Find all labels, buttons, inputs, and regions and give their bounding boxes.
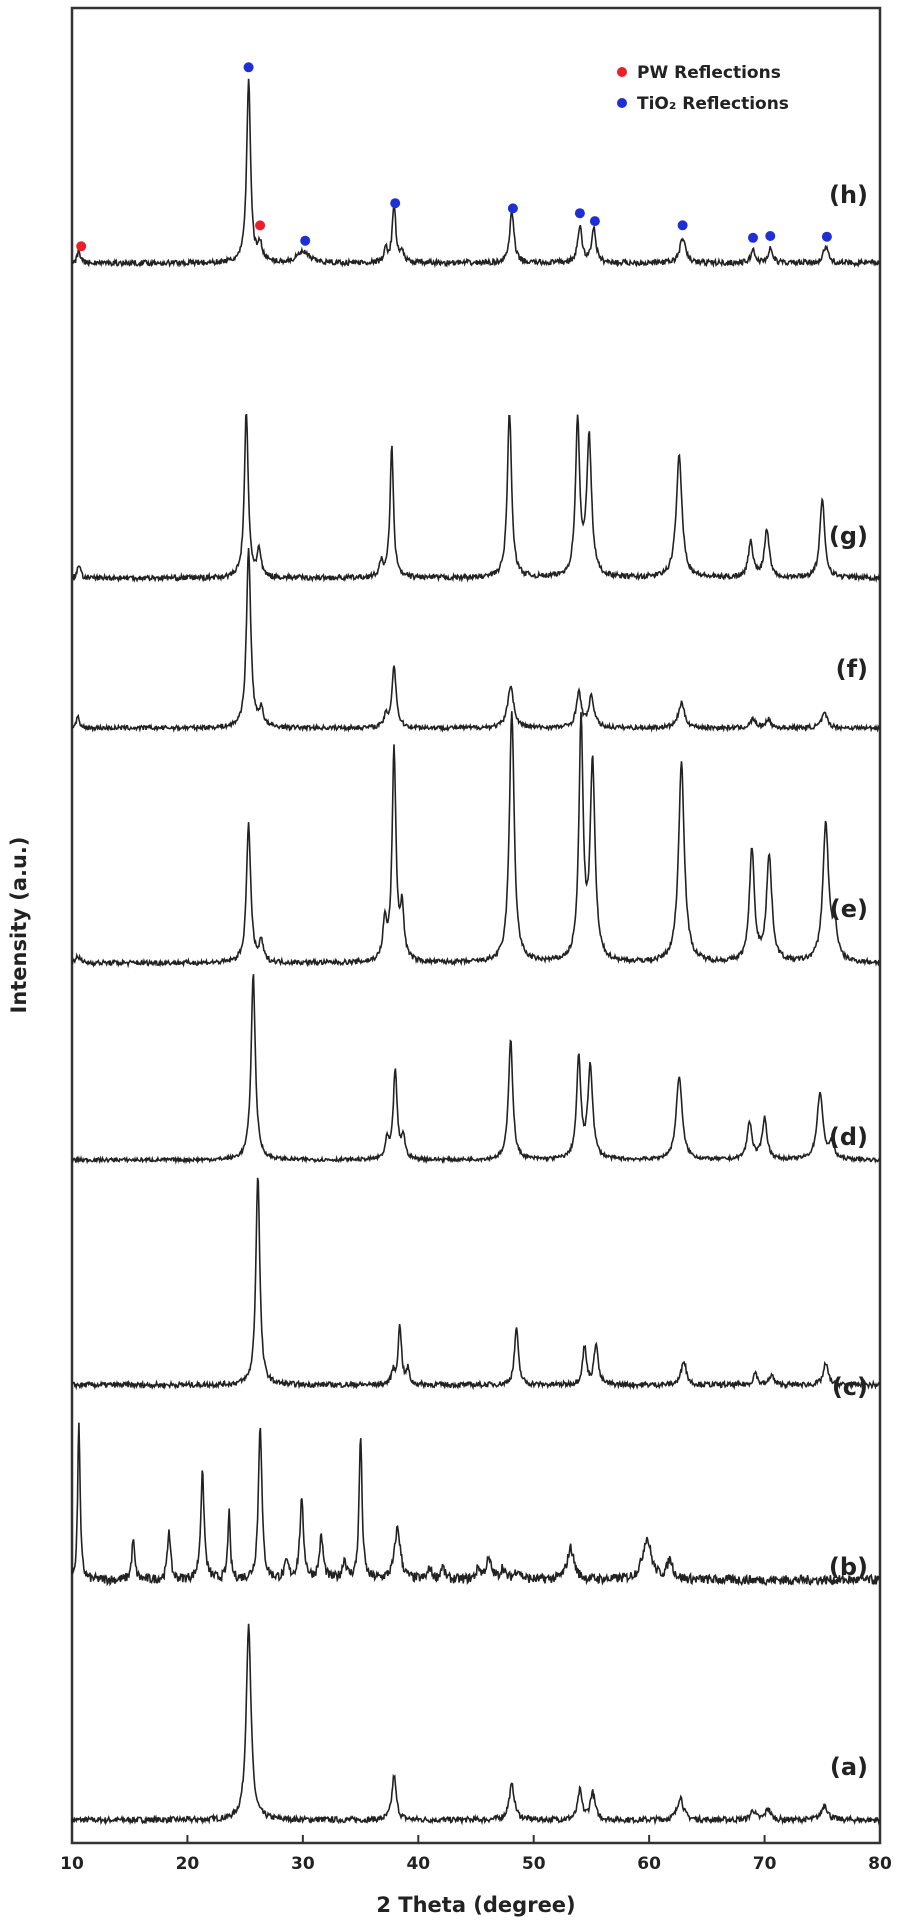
legend: PW Reflections TiO₂ Reflections: [617, 63, 789, 114]
trace-label-c: (c): [832, 1373, 868, 1401]
x-tick-label: 30: [291, 1854, 315, 1874]
tio2-reflection-marker: [574, 208, 585, 219]
trace-g: [71, 413, 881, 584]
trace-label-f: (f): [836, 655, 868, 683]
trace-label-g: (g): [829, 522, 868, 550]
pw-reflection-marker: [76, 241, 87, 252]
trace-h: [71, 78, 881, 269]
tio2-reflection-marker: [507, 203, 518, 214]
tio2-reflection-marker: [589, 216, 600, 227]
legend-label-pw: PW Reflections: [637, 63, 781, 83]
reflection-markers: [76, 62, 832, 252]
x-tick-label: 10: [60, 1854, 84, 1874]
x-tick-label: 40: [406, 1854, 430, 1874]
trace-label-d: (d): [829, 1123, 868, 1151]
x-tick-label: 50: [522, 1854, 546, 1874]
x-tick-label: 20: [176, 1854, 200, 1874]
tio2-reflection-marker: [748, 232, 758, 243]
xrd-traces: [71, 78, 881, 1826]
tio2-reflection-marker: [765, 231, 776, 241]
x-axis: 10 20 30 40 50 60 70 80: [60, 1835, 892, 1874]
x-tick-label: 60: [637, 1854, 661, 1874]
pw-reflection-marker: [255, 220, 266, 231]
y-axis-title: Intensity (a.u.): [7, 836, 31, 1013]
trace-c: [71, 1177, 881, 1391]
legend-label-tio2: TiO₂ Reflections: [637, 94, 789, 114]
x-tick-label: 80: [868, 1854, 892, 1874]
x-axis-title: 2 Theta (degree): [376, 1893, 575, 1917]
tio2-reflection-marker: [300, 235, 311, 246]
tio2-reflection-marker: [821, 231, 832, 242]
trace-d: [71, 974, 881, 1165]
trace-e: [71, 711, 880, 969]
plot-frame: [70, 6, 882, 1845]
tio2-reflection-marker: [677, 220, 688, 231]
trace-label-h: (h): [829, 181, 868, 209]
tio2-reflection-marker: [390, 198, 401, 209]
trace-label-e: (e): [830, 895, 868, 923]
trace-label-b: (b): [829, 1553, 868, 1581]
tio2-reflection-marker: [243, 62, 254, 73]
trace-labels: (a) (b) (c) (d) (e) (f) (g) (h): [829, 181, 868, 1781]
legend-marker-pw: [617, 67, 627, 77]
trace-a: [71, 1623, 881, 1826]
trace-b: [71, 1422, 881, 1587]
trace-f: [71, 547, 881, 733]
trace-label-a: (a): [830, 1753, 868, 1781]
legend-marker-tio2: [617, 98, 627, 108]
x-tick-label: 70: [753, 1854, 777, 1874]
